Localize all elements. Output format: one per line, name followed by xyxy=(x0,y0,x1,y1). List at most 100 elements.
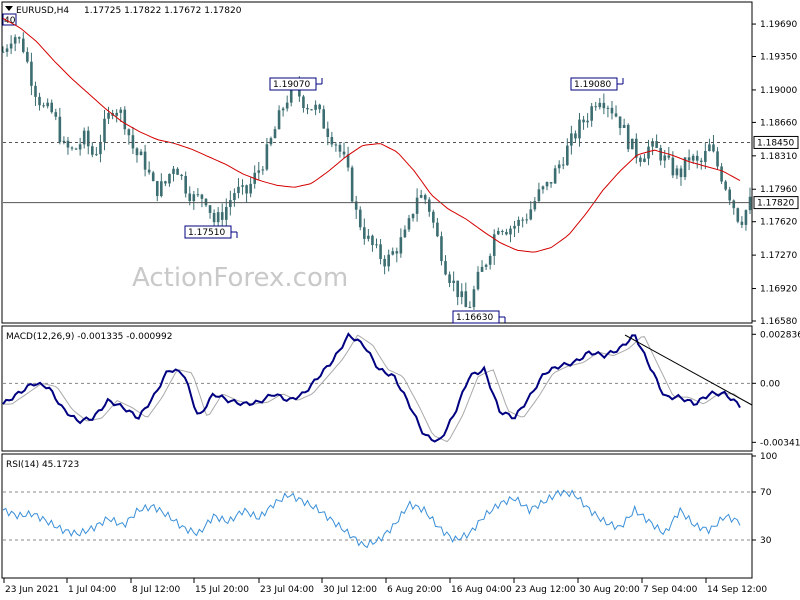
candle-body xyxy=(164,181,167,184)
candle-body xyxy=(54,112,58,117)
candle-body xyxy=(151,172,155,182)
macd-y-tick-label: 0.002836 xyxy=(760,330,800,340)
candle-body xyxy=(683,157,687,178)
candle-body xyxy=(172,168,175,174)
candle-body xyxy=(440,236,443,262)
candle-body xyxy=(123,109,127,130)
rsi-title: RSI(14) 45.1723 xyxy=(6,460,79,470)
candle-body xyxy=(740,221,744,225)
candle-body xyxy=(602,102,606,109)
candle-body xyxy=(314,104,317,110)
price-y-tick-label: 1.19690 xyxy=(760,20,797,30)
candle-body xyxy=(736,208,740,222)
candle-body xyxy=(273,129,277,139)
candle-body xyxy=(529,209,533,220)
corner-label: 40 xyxy=(4,16,16,26)
candle-body xyxy=(415,197,419,214)
candle-body xyxy=(135,148,139,156)
price-level-box xyxy=(753,135,799,149)
x-tick-label: 14 Sep 12:00 xyxy=(707,585,767,595)
candle-body xyxy=(334,144,338,146)
candle-body xyxy=(452,280,455,283)
candle-body xyxy=(245,185,248,194)
candle-body xyxy=(281,108,285,111)
candle-body xyxy=(99,142,102,155)
candle-body xyxy=(375,244,378,246)
price-y-tick-label: 1.18660 xyxy=(760,118,797,128)
price-annotation-label: 1.19080 xyxy=(574,80,611,90)
candle-body xyxy=(289,87,293,103)
candle-body xyxy=(391,251,395,255)
candle-body xyxy=(298,84,301,97)
candle-body xyxy=(399,237,403,254)
candle-body xyxy=(517,219,520,226)
candle-body xyxy=(521,219,524,221)
candle-body xyxy=(176,168,179,175)
dropdown-triangle-icon[interactable] xyxy=(5,6,13,11)
candle-body xyxy=(557,164,561,169)
candle-body xyxy=(598,102,602,108)
candle-body xyxy=(411,213,415,219)
candle-body xyxy=(586,120,589,123)
candle-body xyxy=(216,212,220,223)
price-y-tick-label: 1.19350 xyxy=(760,53,797,63)
price-y-tick-label: 1.16580 xyxy=(760,317,797,327)
candle-body xyxy=(30,61,33,86)
candle-body xyxy=(155,181,159,197)
candle-body xyxy=(200,194,204,199)
candle-body xyxy=(342,151,346,155)
x-tick-label: 6 Aug 20:00 xyxy=(387,585,442,595)
candle-body xyxy=(667,155,671,158)
candle-body xyxy=(115,112,118,116)
price-y-tick-label: 1.18310 xyxy=(760,152,797,162)
candle-body xyxy=(241,185,244,187)
candle-body xyxy=(732,200,736,209)
candle-body xyxy=(208,205,212,213)
candle-body xyxy=(66,140,70,148)
candle-body xyxy=(354,201,358,210)
candle-body xyxy=(180,174,183,177)
macd-y-tick-label: 0.00 xyxy=(760,379,780,389)
candle-body xyxy=(330,137,334,145)
candle-body xyxy=(184,176,187,194)
candle-body xyxy=(545,182,549,187)
candle-body xyxy=(432,211,435,223)
candle-body xyxy=(630,138,634,150)
candle-body xyxy=(704,151,707,162)
price-y-tick-label: 1.16920 xyxy=(760,285,797,295)
corner-label-box xyxy=(2,13,17,26)
candle-body xyxy=(460,291,464,298)
x-tick-label: 8 Jul 12:00 xyxy=(132,585,181,595)
candle-body xyxy=(229,200,232,208)
candle-body xyxy=(509,228,512,235)
candle-body xyxy=(553,168,557,184)
candle-body xyxy=(82,130,86,145)
candle-body xyxy=(139,151,143,156)
candle-body xyxy=(237,186,240,194)
candle-body xyxy=(371,235,374,246)
candle-body xyxy=(86,130,90,147)
candle-body xyxy=(626,124,630,150)
candle-body xyxy=(46,102,49,107)
candle-body xyxy=(541,186,545,190)
candle-body xyxy=(403,229,407,238)
watermark: ActionForex.com xyxy=(132,263,348,293)
candle-body xyxy=(456,280,459,298)
macd-title: MACD(12,26,9) -0.001335 -0.000992 xyxy=(6,332,172,342)
candle-body xyxy=(427,199,431,212)
candle-body xyxy=(58,116,62,143)
macd-line xyxy=(2,332,741,443)
candle-body xyxy=(513,225,516,229)
macd-signal-line xyxy=(3,334,741,443)
candle-body xyxy=(505,231,508,235)
candle-body xyxy=(302,96,305,108)
price-panel-frame xyxy=(1,1,753,324)
candle-body xyxy=(95,154,98,156)
candle-body xyxy=(224,207,228,220)
x-tick-label: 23 Jun 2021 xyxy=(5,585,59,595)
candle-body xyxy=(492,234,496,256)
moving-average-line xyxy=(2,17,741,253)
candle-body xyxy=(322,109,326,129)
x-axis: 23 Jun 2021 1 Jul 04:00 8 Jul 12:00 15 Jul … xyxy=(3,578,767,595)
candle-body xyxy=(103,118,106,143)
